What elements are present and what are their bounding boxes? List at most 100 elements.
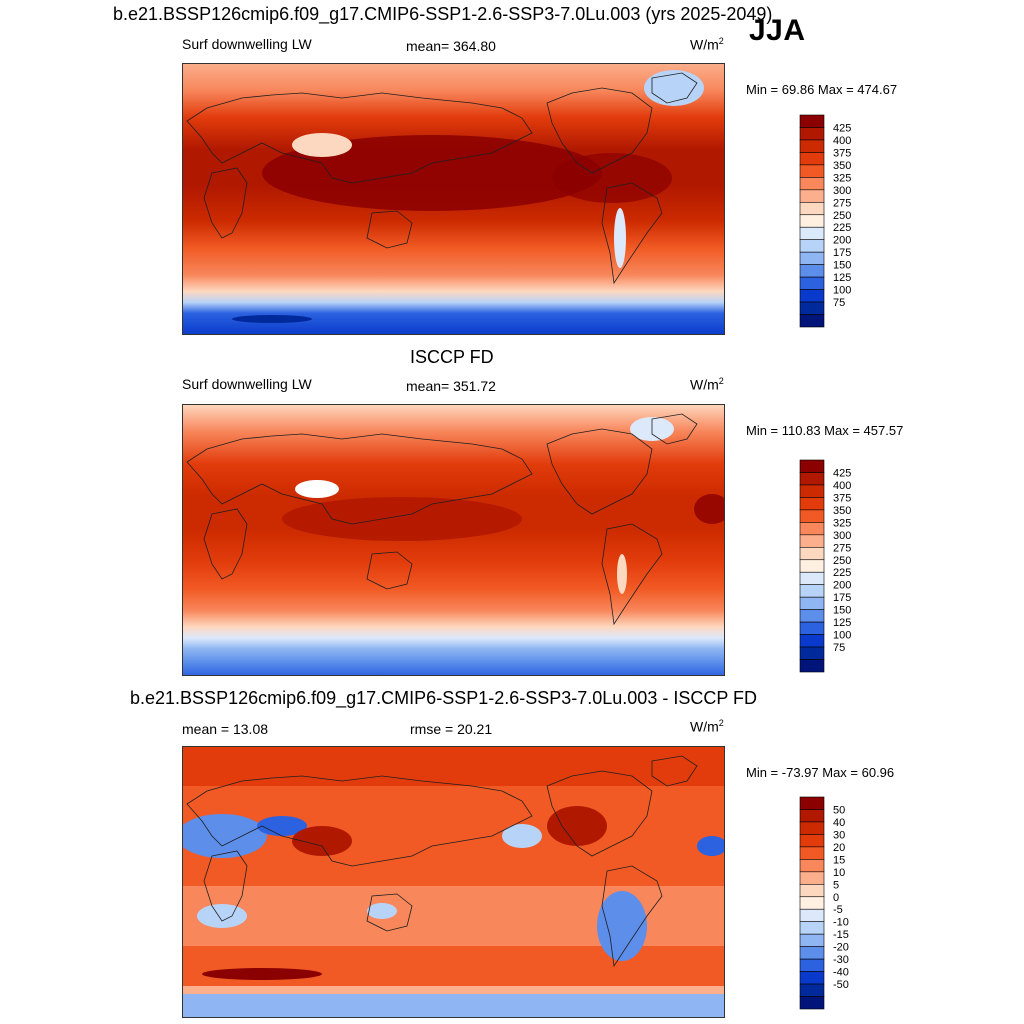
panel1-colorbar-tick-label: 75 (833, 297, 845, 309)
panel1-colorbar-tick-label: 300 (833, 185, 851, 197)
panel3-coastlines (186, 755, 698, 968)
panel2-variable-label: Surf downwelling LW (182, 376, 312, 392)
panel3-colorbar-box (799, 883, 825, 898)
panel2-colorbar-box (799, 646, 825, 660)
panel1-colorbar-tick-label: 375 (833, 147, 851, 159)
panel2-field (182, 404, 725, 676)
panel1-colorbar-box (799, 177, 825, 191)
panel1-warm-region (552, 153, 672, 203)
panel3-colorbar-box (799, 996, 825, 1010)
panel2-unit-label: W/m2 (690, 376, 724, 393)
panel3-colorbar-box (799, 896, 825, 910)
panel3-colorbar-box (799, 958, 825, 972)
panel3-blue-patch-arabia (257, 816, 307, 836)
panel2-colorbar-box (799, 621, 825, 635)
panel3-colorbar-box (799, 821, 825, 835)
panel3-colorbar-box (799, 834, 825, 848)
panel2-colorbar-box (799, 559, 825, 573)
panel3-colorbar-box (799, 809, 825, 823)
panel2-colorbar-tick-label: 125 (833, 617, 851, 629)
panel3-red-patch-america (547, 806, 607, 846)
panel3-colorbar-tick-label: -40 (833, 967, 849, 979)
panel2-andes-patch (617, 554, 627, 594)
panel2-colorbar-tick-label: 300 (833, 530, 851, 542)
panel3-map (182, 746, 725, 1018)
panel1-colorbar-box (799, 239, 825, 253)
panel1-antarctic-patch (232, 315, 312, 323)
panel2-colorbar-box (799, 659, 825, 673)
panel1-coastlines (186, 72, 698, 285)
panel1-colorbar-tick-label: 150 (833, 260, 851, 272)
panel2-colorbar-box (799, 497, 825, 511)
panel3-colorbar-tick-label: -5 (833, 904, 843, 916)
panel3-colorbar-box (799, 796, 825, 810)
panel1-colorbar-box (799, 301, 825, 315)
panel1-colorbar-tick-label: 425 (833, 122, 851, 134)
panel1-colorbar-box (799, 114, 825, 128)
panel1-frame (182, 63, 725, 335)
panel1-tibet-patch (292, 133, 352, 157)
panel2-colorbar-tick-label: 375 (833, 492, 851, 504)
panel2-colorbar-box (799, 509, 825, 523)
panel2-colorbar-tick-label: 275 (833, 542, 851, 554)
panel2-colorbar-tick-label: 75 (833, 642, 845, 654)
panel2-warm-pool (282, 497, 522, 541)
panel3-blue-patch-pacific (502, 824, 542, 848)
panel2-colorbar-tick-label: 175 (833, 592, 851, 604)
panel3-antarctic-blue (182, 994, 725, 1018)
panel3-blue-patch-andes (597, 891, 647, 961)
panel2-colorbar-box (799, 609, 825, 623)
panel2-colorbar-tick-label: 350 (833, 505, 851, 517)
panel1-colorbar-box (799, 164, 825, 178)
panel1-colorbar-tick-label: 325 (833, 172, 851, 184)
panel2-colorbar-box (799, 596, 825, 610)
panel3-red-patch-south (202, 968, 322, 980)
panel2-colorbar-tick-label: 425 (833, 467, 851, 479)
panel2-colorbar-tick-label: 100 (833, 630, 851, 642)
panel3-colorbar-tick-label: 10 (833, 867, 845, 879)
panel2-title: ISCCP FD (410, 347, 494, 367)
panel1-colorbar-box (799, 189, 825, 203)
panel1-colorbar-tick-label: 125 (833, 272, 851, 284)
panel1-mean-label: mean= 364.80 (406, 38, 496, 54)
panel1-greenland-patch (644, 70, 704, 106)
panel2-colorbar-box (799, 484, 825, 498)
panel2-frame (182, 404, 725, 676)
panel1-colorbar-tick-label: 225 (833, 222, 851, 234)
panel3-colorbar-tick-label: 40 (833, 817, 845, 829)
panel3-colorbar-box (799, 946, 825, 960)
panel1-colorbar-tick-label: 200 (833, 235, 851, 247)
panel3-colorbar-tick-label: -20 (833, 942, 849, 954)
panel2-colorbar-box (799, 522, 825, 536)
panel3-frame (182, 746, 725, 1018)
panel3-colorbar-tick-label: 50 (833, 804, 845, 816)
panel2-tibet-patch (295, 480, 339, 498)
panel3-colorbar-box (799, 921, 825, 935)
panel1-colorbar-box (799, 251, 825, 265)
panel1-colorbar-box (799, 214, 825, 228)
panel1-colorbar-box (799, 201, 825, 216)
panel3-colorbar-tick-label: 5 (833, 879, 839, 891)
panel3-blue-patch-south-atlantic (197, 904, 247, 928)
panel2-coastlines (186, 413, 698, 626)
panel1-andes-patch (614, 208, 626, 268)
panel1-colorbar-tick-label: 175 (833, 247, 851, 259)
panel1-colorbar: 4254003753503253002752502252001751501251… (799, 114, 851, 328)
panel3-colorbar-box (799, 933, 825, 947)
panel2-colorbar-box (799, 472, 825, 486)
panel2-colorbar: 4254003753503253002752502252001751501251… (799, 459, 851, 673)
panel3-colorbar-box (799, 846, 825, 860)
panel2-map (182, 404, 725, 676)
panel1-colorbar-box (799, 264, 825, 278)
panel1-colorbar-box (799, 314, 825, 328)
panel1-colorbar-tick-label: 100 (833, 285, 851, 297)
panel1-warm-pool (262, 135, 602, 211)
panel1-colorbar-tick-label: 400 (833, 135, 851, 147)
panel3-rmse-label: rmse = 20.21 (410, 721, 493, 737)
panel2-colorbar-tick-label: 325 (833, 517, 851, 529)
panel2-colorbar-box (799, 546, 825, 561)
panel2-warm-region (694, 494, 725, 524)
panel2-colorbar-tick-label: 400 (833, 480, 851, 492)
panel3-mean-label: mean = 13.08 (182, 721, 269, 737)
